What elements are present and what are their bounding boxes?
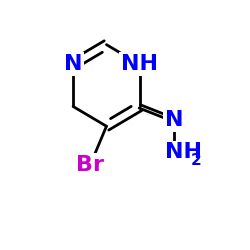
Text: Br: Br — [76, 154, 104, 174]
Text: N: N — [64, 54, 82, 74]
Text: 2: 2 — [190, 153, 201, 168]
Text: N: N — [165, 110, 184, 130]
Text: NH: NH — [164, 142, 202, 162]
Text: NH: NH — [121, 54, 158, 74]
